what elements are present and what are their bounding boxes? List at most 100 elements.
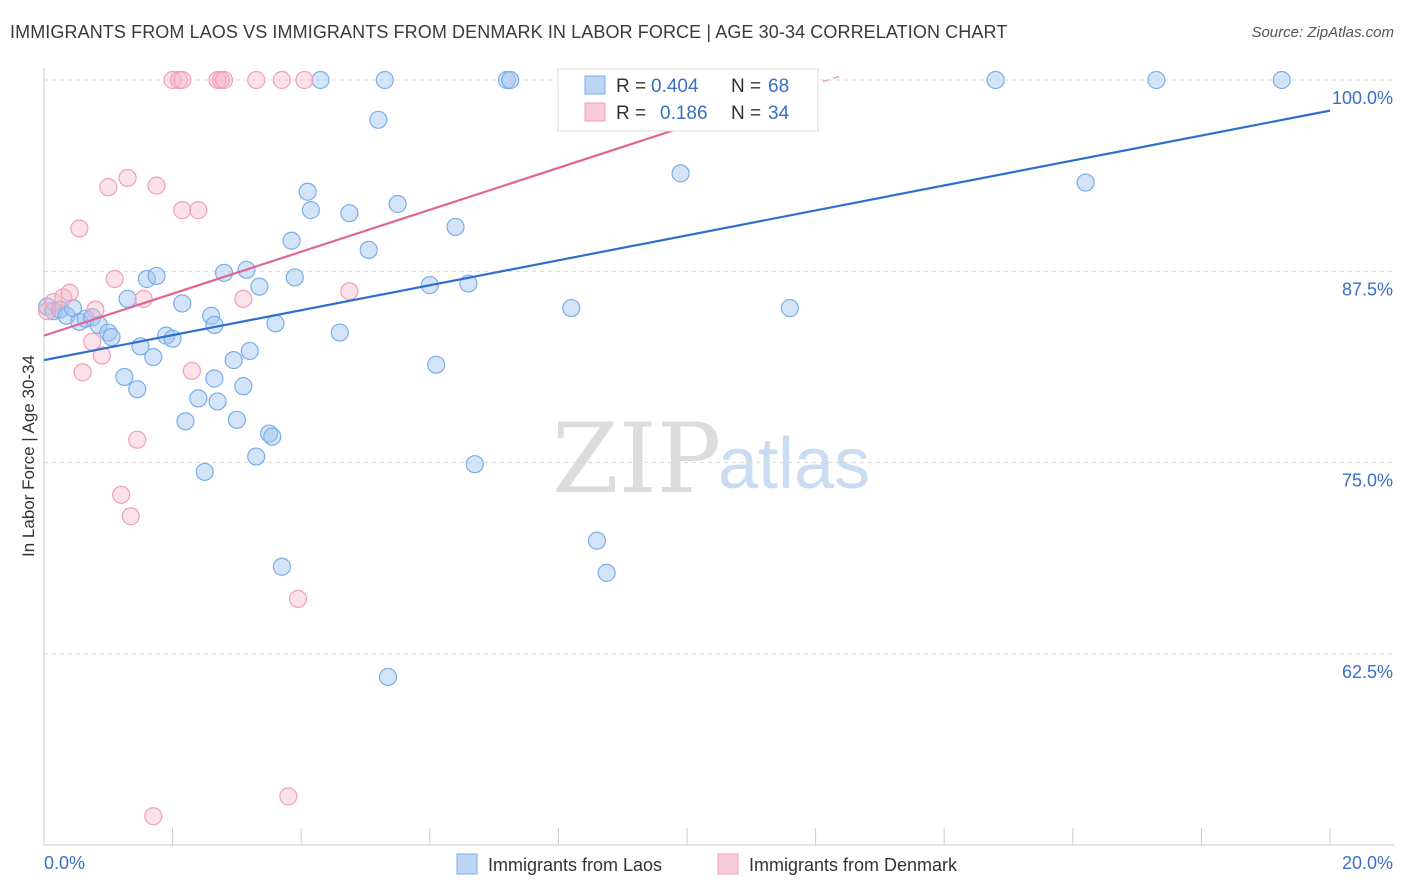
point-laos [128, 380, 147, 399]
y-axis-title: In Labor Force | Age 30-34 [19, 355, 38, 557]
watermark-atlas: atlas [718, 424, 870, 504]
point-denmark [44, 292, 63, 312]
y-tick-labels: 100.0% 87.5% 75.0% 62.5% [1332, 88, 1393, 682]
bottom-legend-label-denmark: Immigrants from Denmark [749, 855, 958, 875]
axes [43, 68, 1394, 846]
point-laos [301, 201, 320, 220]
point-denmark [189, 201, 208, 220]
point-laos [359, 240, 378, 260]
point-denmark [54, 288, 73, 307]
point-denmark [144, 807, 163, 826]
watermark-zip: ZIP [552, 403, 721, 515]
point-denmark [340, 282, 359, 301]
point-laos [1272, 70, 1291, 90]
point-laos [115, 367, 134, 387]
point-denmark [173, 70, 192, 90]
point-denmark [60, 283, 79, 302]
point-laos [597, 563, 616, 582]
bottom-legend-swatch-laos [456, 853, 478, 875]
point-laos [378, 667, 398, 687]
point-denmark [279, 787, 298, 806]
point-denmark [105, 269, 124, 289]
point-laos [1076, 173, 1095, 192]
point-denmark [38, 302, 57, 321]
point-laos [427, 355, 446, 374]
legend-denmark-r-label: R = [616, 103, 646, 124]
point-laos [986, 70, 1005, 90]
point-laos [195, 462, 214, 481]
series-laos-points [38, 70, 1291, 687]
point-denmark [214, 70, 234, 90]
bottom-legend-swatch-denmark [717, 853, 739, 875]
legend-laos-r-label: R = [616, 76, 646, 97]
point-denmark [173, 201, 192, 220]
point-denmark [247, 70, 266, 90]
point-denmark [182, 361, 201, 380]
point-laos [587, 531, 607, 550]
y-tick-label: 62.5% [1342, 662, 1393, 682]
point-laos [388, 194, 407, 214]
point-denmark [92, 346, 111, 365]
point-laos [340, 204, 359, 223]
point-laos [272, 557, 292, 576]
legend-laos-n-label: N = [731, 76, 761, 97]
point-laos [780, 298, 799, 318]
legend-denmark-n-value: 34 [768, 103, 790, 124]
point-laos [224, 351, 243, 370]
chart-title: IMMIGRANTS FROM LAOS VS IMMIGRANTS FROM … [10, 22, 1008, 42]
point-laos [147, 266, 166, 286]
point-laos [89, 315, 108, 335]
y-tick-label: 100.0% [1332, 88, 1393, 108]
legend-denmark-n-label: N = [731, 103, 761, 124]
point-denmark [86, 300, 105, 319]
point-denmark [147, 176, 166, 195]
point-laos [250, 277, 269, 296]
point-denmark [73, 363, 92, 382]
stats-legend: R = 0.404 N = 68 R = 0.186 N = 34 [557, 68, 819, 132]
point-laos [102, 328, 121, 347]
point-laos [240, 341, 259, 361]
point-laos [263, 427, 282, 446]
point-laos [176, 412, 195, 431]
point-denmark [163, 70, 182, 90]
legend-swatch-denmark [584, 102, 606, 122]
point-laos [173, 294, 192, 313]
point-denmark [121, 507, 140, 526]
chart-source: Source: ZipAtlas.com [1251, 24, 1394, 41]
point-denmark [272, 70, 292, 90]
point-laos [1147, 70, 1166, 90]
gridlines [44, 79, 1394, 655]
point-laos [311, 70, 330, 90]
point-denmark [70, 219, 89, 238]
point-laos [144, 347, 163, 367]
point-denmark [118, 168, 137, 188]
y-tick-label: 75.0% [1342, 471, 1393, 491]
point-laos [562, 298, 581, 318]
point-denmark [112, 485, 131, 504]
trendline-denmark [43, 124, 688, 337]
y-tick-label: 87.5% [1342, 279, 1393, 299]
point-laos [163, 329, 182, 348]
point-denmark [128, 430, 147, 449]
point-denmark [295, 70, 314, 90]
point-denmark [234, 289, 253, 308]
point-laos [118, 289, 137, 308]
point-denmark [134, 289, 153, 308]
legend-swatch-laos [584, 75, 606, 95]
point-laos [205, 369, 224, 388]
legend-denmark-r-value: 0.186 [660, 103, 708, 124]
point-laos [234, 377, 253, 396]
point-laos [247, 447, 266, 466]
point-laos [465, 455, 484, 474]
point-laos [446, 217, 465, 237]
point-laos [282, 231, 301, 250]
series-legend: Immigrants from Laos Immigrants from Den… [456, 853, 958, 875]
point-laos [671, 164, 690, 183]
point-laos [298, 182, 317, 201]
point-laos [214, 263, 234, 282]
point-laos [330, 323, 349, 342]
point-denmark [288, 589, 308, 608]
point-laos [227, 410, 246, 429]
legend-laos-n-value: 68 [768, 76, 789, 97]
point-laos [501, 70, 520, 90]
